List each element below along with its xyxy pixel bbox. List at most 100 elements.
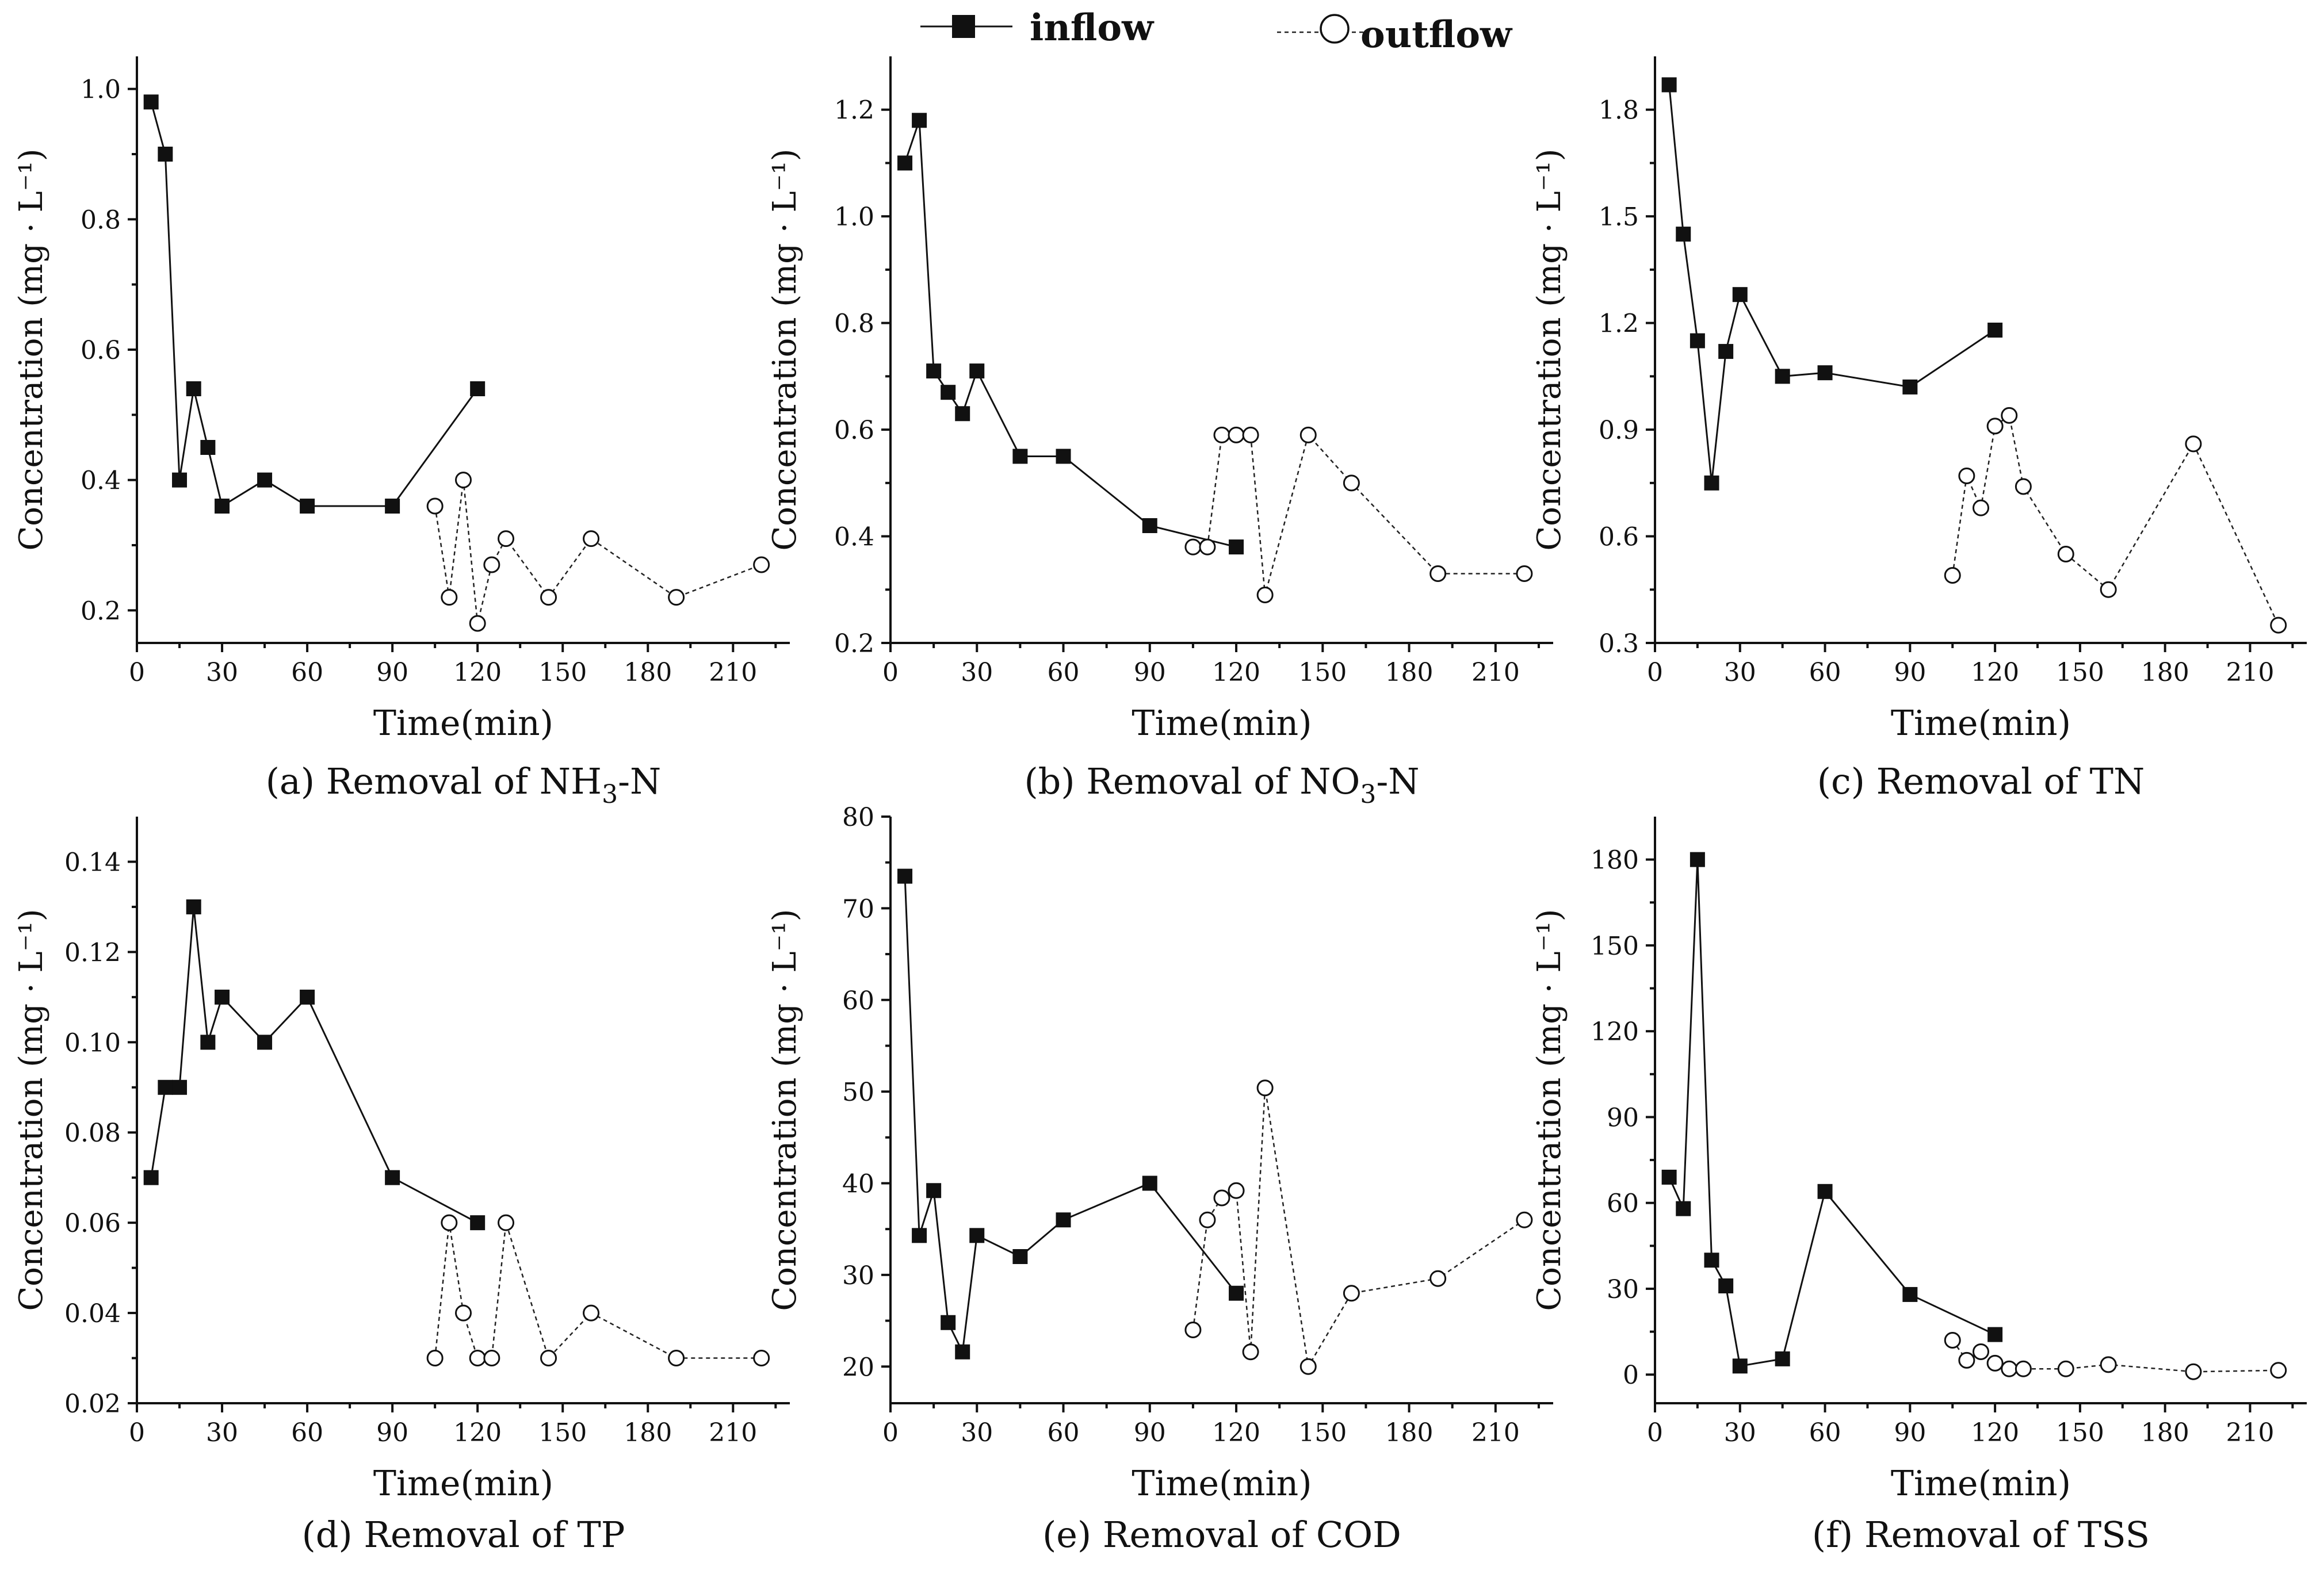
inflow-point — [926, 363, 942, 379]
outflow-point — [1228, 1182, 1245, 1199]
x-tick-label: 0 — [1647, 658, 1663, 687]
inflow-point — [300, 989, 315, 1005]
y-tick-label: 120 — [1591, 1017, 1639, 1047]
inflow-point — [1987, 1327, 2003, 1342]
y-tick-label: 0.6 — [81, 336, 121, 365]
y-tick-label: 0.2 — [834, 629, 874, 658]
inflow-point — [969, 363, 985, 379]
panel-caption: (e) Removal of COD — [1042, 1514, 1401, 1556]
outflow-point — [426, 497, 444, 515]
y-axis-label: Concentration (mg · L⁻¹) — [766, 148, 804, 550]
y-tick-label: 0.8 — [81, 205, 121, 235]
outflow-series-line — [434, 480, 762, 624]
x-tick-label: 150 — [538, 658, 587, 687]
outflow-point — [1516, 1211, 1533, 1228]
x-tick-label: 210 — [709, 658, 757, 687]
outflow-point — [1228, 426, 1245, 443]
x-tick-label: 30 — [1724, 658, 1756, 687]
x-tick-label: 60 — [1809, 658, 1841, 687]
outflow-point — [2270, 616, 2287, 634]
y-tick-label: 80 — [842, 803, 874, 832]
x-tick-label: 60 — [291, 1418, 323, 1448]
x-tick-label: 60 — [291, 658, 323, 687]
x-tick-label: 180 — [2141, 658, 2189, 687]
x-tick-label: 150 — [2056, 1418, 2104, 1448]
outflow-point — [469, 615, 486, 632]
y-tick-label: 0.9 — [1599, 416, 1639, 445]
outflow-point — [1516, 565, 1533, 582]
outflow-series-line — [1192, 433, 1524, 595]
x-tick-label: 90 — [1134, 658, 1166, 687]
inflow-point — [200, 1035, 216, 1050]
inflow-point — [1056, 1212, 1071, 1228]
caption-main: (a) Removal of NH — [266, 760, 602, 802]
inflow-point — [1142, 518, 1157, 533]
outflow-point — [1944, 567, 1961, 584]
y-tick-label: 70 — [842, 894, 874, 924]
outflow-point — [2185, 1363, 2202, 1380]
inflow-series-line — [1668, 859, 1996, 1368]
y-tick-label: 0.06 — [64, 1209, 121, 1238]
outflow-point — [1242, 1343, 1259, 1361]
x-tick-label: 180 — [1385, 1418, 1434, 1448]
x-tick-label: 180 — [624, 658, 672, 687]
y-tick-label: 0.04 — [64, 1299, 121, 1328]
axes — [889, 817, 1553, 1404]
inflow-point — [1676, 1201, 1691, 1216]
x-tick-label: 120 — [1212, 658, 1260, 687]
outflow-point — [583, 530, 600, 547]
y-axis-label: Concentration (mg · L⁻¹) — [766, 909, 804, 1311]
outflow-point — [469, 1350, 486, 1367]
panels: 0 30 60 90 120 150 180 2100.20.40.60.81.0Time(m… — [13, 56, 2307, 1556]
x-tick-label: 120 — [1971, 658, 2019, 687]
panel-caption: (c) Removal of TN — [1817, 760, 2145, 802]
inflow-point — [1229, 1285, 1244, 1301]
axes — [889, 56, 1553, 644]
inflow-point — [257, 1035, 273, 1050]
inflow-point — [1775, 369, 1790, 384]
outflow-point — [540, 589, 557, 606]
inflow-point — [215, 989, 230, 1005]
axes — [1654, 817, 2307, 1404]
panel-e: 0 30 60 90 120 150 180 210 20 30 40 50 60 70 80 Time(mi… — [766, 803, 1553, 1556]
x-axis-label: Time(min) — [1891, 1464, 2071, 1504]
x-tick-label: 60 — [1809, 1418, 1841, 1448]
y-tick-label: 1.2 — [1599, 309, 1639, 339]
y-tick-label: 40 — [842, 1170, 874, 1199]
x-tick-label: 210 — [2226, 658, 2274, 687]
outflow-point — [1199, 538, 1216, 556]
inflow-point — [186, 381, 201, 396]
panel-caption: (f) Removal of TSS — [1812, 1514, 2150, 1556]
inflow-point — [215, 499, 230, 514]
outflow-point — [2270, 1362, 2287, 1379]
y-tick-label: 30 — [1607, 1275, 1639, 1304]
inflow-point — [143, 94, 159, 110]
inflow-point — [1704, 1253, 1719, 1268]
y-tick-label: 0 — [1623, 1361, 1639, 1390]
outflow-series-line — [1952, 414, 2279, 626]
x-tick-label: 180 — [1385, 658, 1434, 687]
y-tick-label: 0.02 — [64, 1389, 121, 1419]
inflow-series-line — [904, 120, 1237, 548]
inflow-point — [955, 406, 970, 422]
x-tick-label: 150 — [1298, 1418, 1347, 1448]
caption-main: (d) Removal of TP — [302, 1514, 625, 1556]
y-tick-label: 1.2 — [834, 96, 874, 125]
caption-main: (f) Removal of TSS — [1812, 1514, 2150, 1556]
outflow-point — [2001, 1360, 2018, 1377]
x-tick-label: 0 — [129, 658, 145, 687]
inflow-point — [172, 472, 188, 488]
outflow-point — [1213, 1189, 1230, 1207]
outflow-point — [753, 1350, 770, 1367]
inflow-point — [158, 147, 173, 162]
outflow-point — [1184, 538, 1202, 556]
inflow-point — [941, 1315, 956, 1330]
outflow-point — [540, 1350, 557, 1367]
axes — [1654, 56, 2307, 644]
x-tick-label: 0 — [1647, 1418, 1663, 1448]
inflow-point — [1902, 379, 1918, 395]
y-axis-label: Concentration (mg · L⁻¹) — [13, 148, 50, 550]
y-axis-label: Concentration (mg · L⁻¹) — [13, 909, 50, 1311]
x-tick-label: 30 — [206, 658, 238, 687]
